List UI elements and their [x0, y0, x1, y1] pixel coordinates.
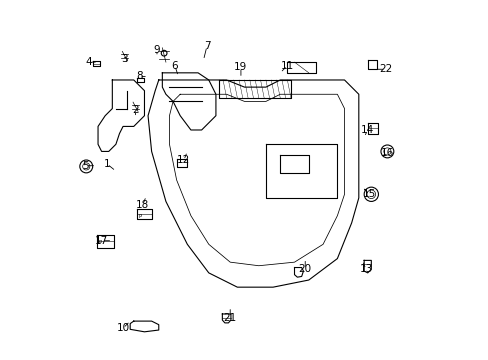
Text: 15: 15: [362, 189, 375, 199]
Text: 8: 8: [136, 71, 142, 81]
Text: 21: 21: [223, 312, 236, 323]
Text: 10: 10: [116, 323, 129, 333]
Text: 9: 9: [153, 45, 160, 55]
Text: 5: 5: [82, 161, 89, 171]
Text: P: P: [139, 214, 142, 219]
Text: 11: 11: [280, 61, 293, 71]
Text: 13: 13: [359, 264, 372, 274]
Text: P: P: [99, 240, 102, 245]
Text: 22: 22: [378, 64, 391, 74]
Text: 17: 17: [95, 236, 108, 246]
Text: 12: 12: [177, 156, 190, 165]
Text: 6: 6: [171, 61, 178, 71]
Text: 19: 19: [234, 63, 247, 72]
Text: 2: 2: [132, 105, 139, 115]
Text: 18: 18: [136, 200, 149, 210]
Text: 7: 7: [203, 41, 210, 51]
Text: 4: 4: [85, 57, 92, 67]
Text: 1: 1: [103, 159, 110, 169]
Text: 20: 20: [298, 264, 311, 274]
Text: 14: 14: [360, 125, 374, 135]
Text: 16: 16: [380, 148, 393, 158]
Text: 3: 3: [122, 54, 128, 64]
